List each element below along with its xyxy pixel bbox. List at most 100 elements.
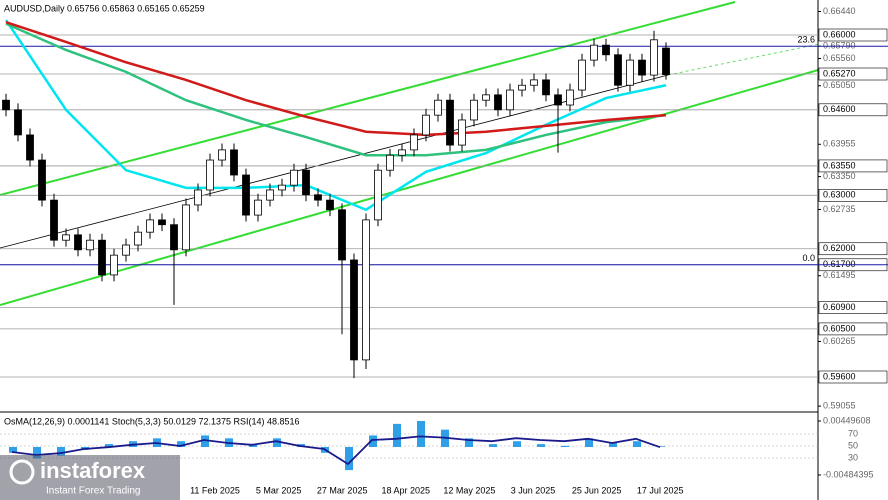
- moving-average: [4, 19, 667, 212]
- moving-average: [5, 22, 667, 157]
- y-tick-label: 0.65050: [823, 80, 856, 90]
- x-tick-label: 27 Mar 2025: [317, 485, 368, 495]
- x-tick-label: 25 Jun 2025: [572, 485, 622, 495]
- candle-body: [38, 159, 46, 201]
- osma-bar: [369, 435, 377, 447]
- candle-body: [326, 199, 334, 211]
- level-box: [818, 189, 888, 202]
- x-tick-label: 18 Apr 2025: [382, 485, 431, 495]
- candle-body: [158, 219, 166, 226]
- candle-body: [194, 189, 202, 206]
- level-box: [818, 370, 888, 384]
- level-box: [818, 159, 888, 173]
- moving-average: [5, 20, 667, 137]
- candle-body: [542, 79, 550, 96]
- x-tick-label: 12 May 2025: [443, 485, 495, 495]
- osma-bar: [489, 444, 497, 447]
- osma-bar: [345, 446, 353, 471]
- osma-bar: [9, 446, 17, 453]
- candle-body: [434, 99, 442, 116]
- candle-body: [266, 189, 274, 201]
- candle-body: [86, 239, 94, 251]
- candle-body: [506, 89, 514, 111]
- y-tick-label: 0.65790: [823, 41, 856, 51]
- candle-body: [62, 234, 70, 241]
- osma-bar: [537, 444, 545, 447]
- level-label: 0.62000: [823, 243, 856, 253]
- watermark-icon: [9, 459, 35, 485]
- candle-body: [254, 199, 262, 216]
- rsi-line: [11, 435, 661, 466]
- candle-body: [638, 59, 646, 76]
- level-box: [818, 103, 888, 117]
- osma-bar: [465, 438, 473, 447]
- trend-extension: [667, 43, 818, 76]
- osma-bar: [417, 420, 425, 447]
- candle-body: [458, 119, 466, 146]
- watermark-tagline: Instant Forex Trading: [46, 486, 141, 497]
- level-label: 0.61700: [823, 259, 856, 269]
- level-label: 0.59600: [823, 371, 856, 381]
- level-label: 0.65270: [823, 68, 856, 78]
- candle-body: [398, 149, 406, 156]
- trend-lines: [0, 1, 818, 306]
- channel-lower: [0, 69, 818, 306]
- osma-bar: [57, 446, 65, 456]
- candle-body: [170, 224, 178, 251]
- candle-body: [374, 169, 382, 221]
- osma-tick-label: 0.00449608: [823, 415, 871, 425]
- level-label: 0.63000: [823, 190, 856, 200]
- x-tick-label: 17 Jul 2025: [637, 485, 684, 495]
- osma-bar: [609, 442, 617, 447]
- candle-body: [98, 239, 106, 276]
- candle-body: [626, 59, 634, 86]
- candle-body: [134, 231, 142, 246]
- rsi-tick-label: 30: [848, 452, 858, 462]
- candle-body: [14, 109, 22, 136]
- candle-body: [146, 219, 154, 233]
- level-box: [818, 242, 888, 256]
- candle-body: [122, 244, 130, 256]
- osma-bar: [201, 435, 209, 447]
- osma-bar: [33, 446, 41, 459]
- candle-body: [578, 59, 586, 91]
- candle-body: [566, 89, 574, 106]
- level-box: [818, 67, 888, 81]
- indicator-title: OsMA(12,26,9) 0.0001141 Stoch(5,3,3) 50.…: [4, 416, 300, 426]
- candle-body: [662, 47, 670, 75]
- candle-body: [182, 204, 190, 251]
- candle-body: [422, 114, 430, 136]
- candle-body: [350, 259, 358, 361]
- x-tick-label: 5 Mar 2025: [256, 485, 302, 495]
- candle-body: [74, 234, 82, 251]
- watermark-name: instaforex: [40, 458, 146, 483]
- candle-body: [50, 199, 58, 241]
- candle-body: [278, 184, 286, 191]
- candle-body: [362, 219, 370, 361]
- candle-body: [110, 254, 118, 276]
- osma-bar: [657, 446, 665, 447]
- level-box: [818, 28, 888, 42]
- level-label: 0.60900: [823, 302, 856, 312]
- candle-body: [314, 194, 322, 201]
- candle-body: [494, 94, 502, 111]
- y-tick-label: 0.59055: [823, 400, 856, 410]
- y-tick-label: 0.65560: [823, 53, 856, 63]
- candle-body: [230, 149, 238, 176]
- level-box: [818, 322, 888, 336]
- level-label: 0.64600: [823, 104, 856, 114]
- candle-body: [446, 99, 454, 146]
- candle-body: [614, 54, 622, 86]
- candle-body: [590, 44, 598, 61]
- candle-body: [602, 44, 610, 56]
- candle-body: [302, 169, 310, 196]
- osma-bar: [177, 441, 185, 447]
- candle-body: [518, 84, 526, 91]
- candle-body: [26, 134, 34, 161]
- osma-bar: [273, 438, 281, 447]
- fib-label: 0.0: [802, 253, 815, 263]
- candle-body: [410, 134, 418, 151]
- x-tick-label: 11 Feb 2025: [190, 485, 240, 495]
- level-box: [818, 301, 888, 314]
